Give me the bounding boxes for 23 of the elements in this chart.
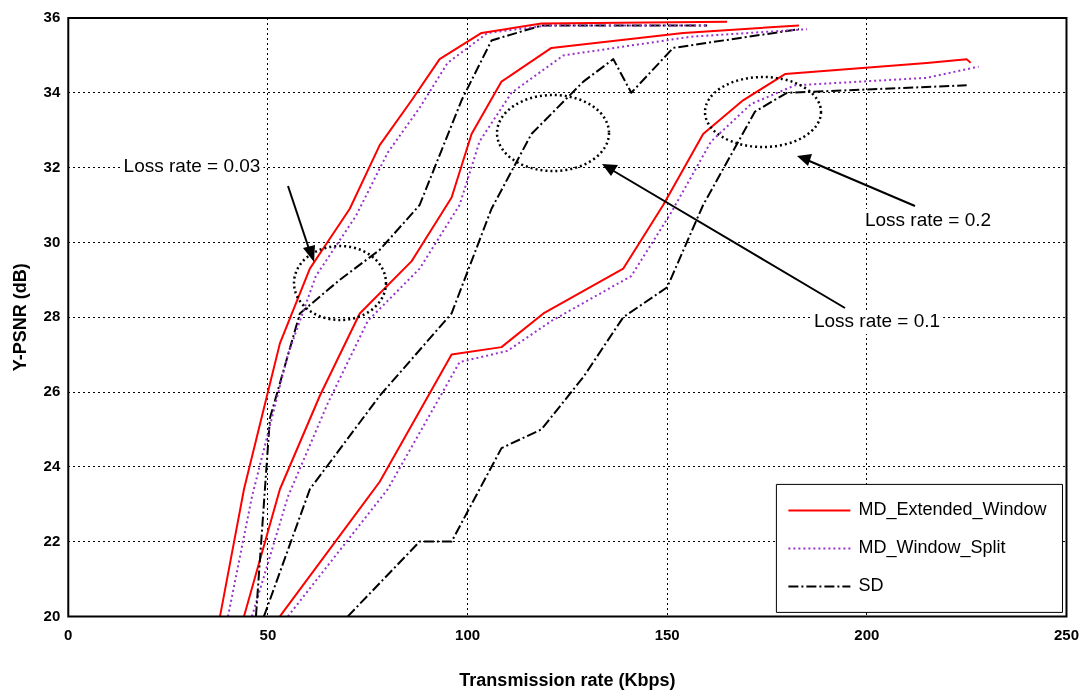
annotation: Loss rate = 0.1 (813, 310, 941, 332)
y-tick-label: 24 (43, 456, 61, 474)
legend-label: MD_Window_Split (858, 537, 1006, 559)
y-tick-label: 34 (43, 82, 61, 100)
x-axis-title: Transmission rate (Kbps) (459, 670, 676, 691)
x-tick-label: 0 (64, 625, 73, 643)
legend-label: SD (858, 575, 884, 596)
x-tick-label: 50 (259, 625, 277, 643)
y-tick-label: 28 (43, 307, 61, 325)
annotation: Loss rate = 0.03 (123, 155, 261, 177)
legend-label: MD_Extended_Window (858, 499, 1048, 521)
x-tick-label: 250 (1053, 625, 1079, 643)
x-tick-label: 100 (455, 625, 481, 643)
y-tick-label: 32 (43, 157, 61, 175)
y-tick-label: 30 (43, 232, 61, 250)
x-tick-label: 150 (654, 625, 680, 643)
annotation: Loss rate = 0.2 (864, 209, 992, 231)
x-tick-label: 200 (854, 625, 880, 643)
y-tick-label: 36 (43, 8, 61, 26)
y-tick-label: 22 (43, 531, 61, 549)
y-axis-title: Y-PSNR (dB) (9, 263, 30, 372)
y-tick-label: 26 (43, 382, 61, 400)
y-tick-label: 20 (43, 606, 61, 624)
